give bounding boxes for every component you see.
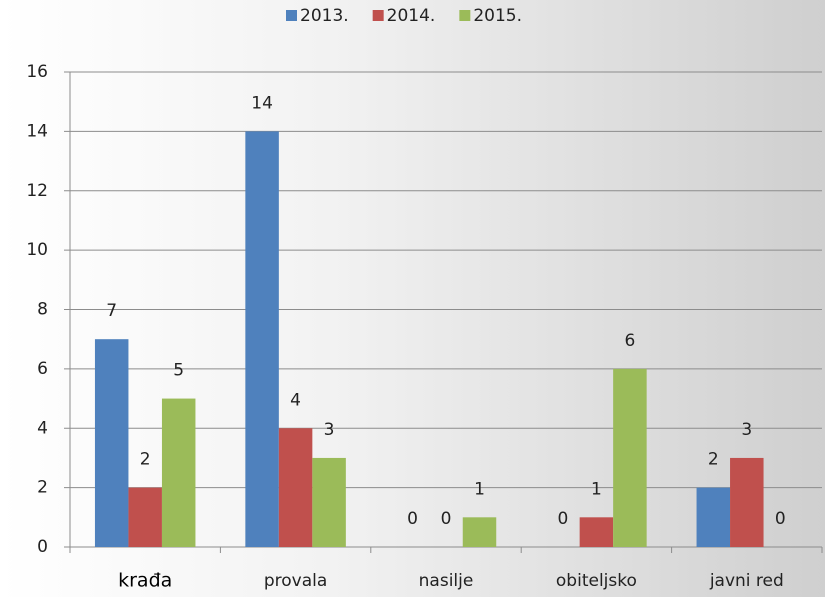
y-tick-label: 4 [37,418,48,438]
data-label: 3 [741,420,752,440]
bar [245,131,279,547]
y-tick-label: 16 [26,62,48,82]
y-tick-label: 12 [26,181,48,201]
bar [278,428,313,547]
x-tick-label: javni red [709,571,784,591]
data-label: 1 [474,479,485,499]
bar [696,487,731,547]
data-label: 2 [708,450,719,470]
data-label: 7 [106,301,117,321]
bar [579,517,614,547]
data-label: 0 [557,509,568,529]
bar [312,457,346,547]
data-label: 4 [290,390,301,410]
bar [128,487,162,547]
x-tick-label: nasilje [419,571,474,591]
legend-swatch [459,10,471,21]
legend-label: 2015. [473,6,522,26]
y-tick-label: 6 [37,359,48,379]
y-tick-label: 8 [37,300,48,320]
legend-swatch [372,10,384,21]
bar [161,398,196,547]
x-tick-label: krađa [118,570,172,592]
data-label: 0 [775,509,786,529]
y-tick-label: 14 [26,121,48,141]
data-label: 14 [251,93,273,113]
bar [462,517,497,547]
bar [94,339,129,547]
data-label: 0 [441,509,452,529]
data-label: 2 [140,450,151,470]
y-tick-label: 10 [26,240,48,260]
bar [613,368,647,547]
y-tick-label: 2 [37,478,48,498]
data-label: 1 [591,479,602,499]
y-tick-label: 0 [37,537,48,557]
x-tick-label: provala [264,571,327,591]
data-label: 6 [624,331,635,351]
bar [730,457,764,547]
x-tick-label: obiteljsko [556,571,637,591]
legend-swatch [286,10,297,21]
legend-label: 2013. [300,6,349,26]
data-label: 0 [407,509,418,529]
data-label: 3 [324,420,335,440]
legend-label: 2014. [387,6,436,26]
data-label: 5 [173,361,184,381]
